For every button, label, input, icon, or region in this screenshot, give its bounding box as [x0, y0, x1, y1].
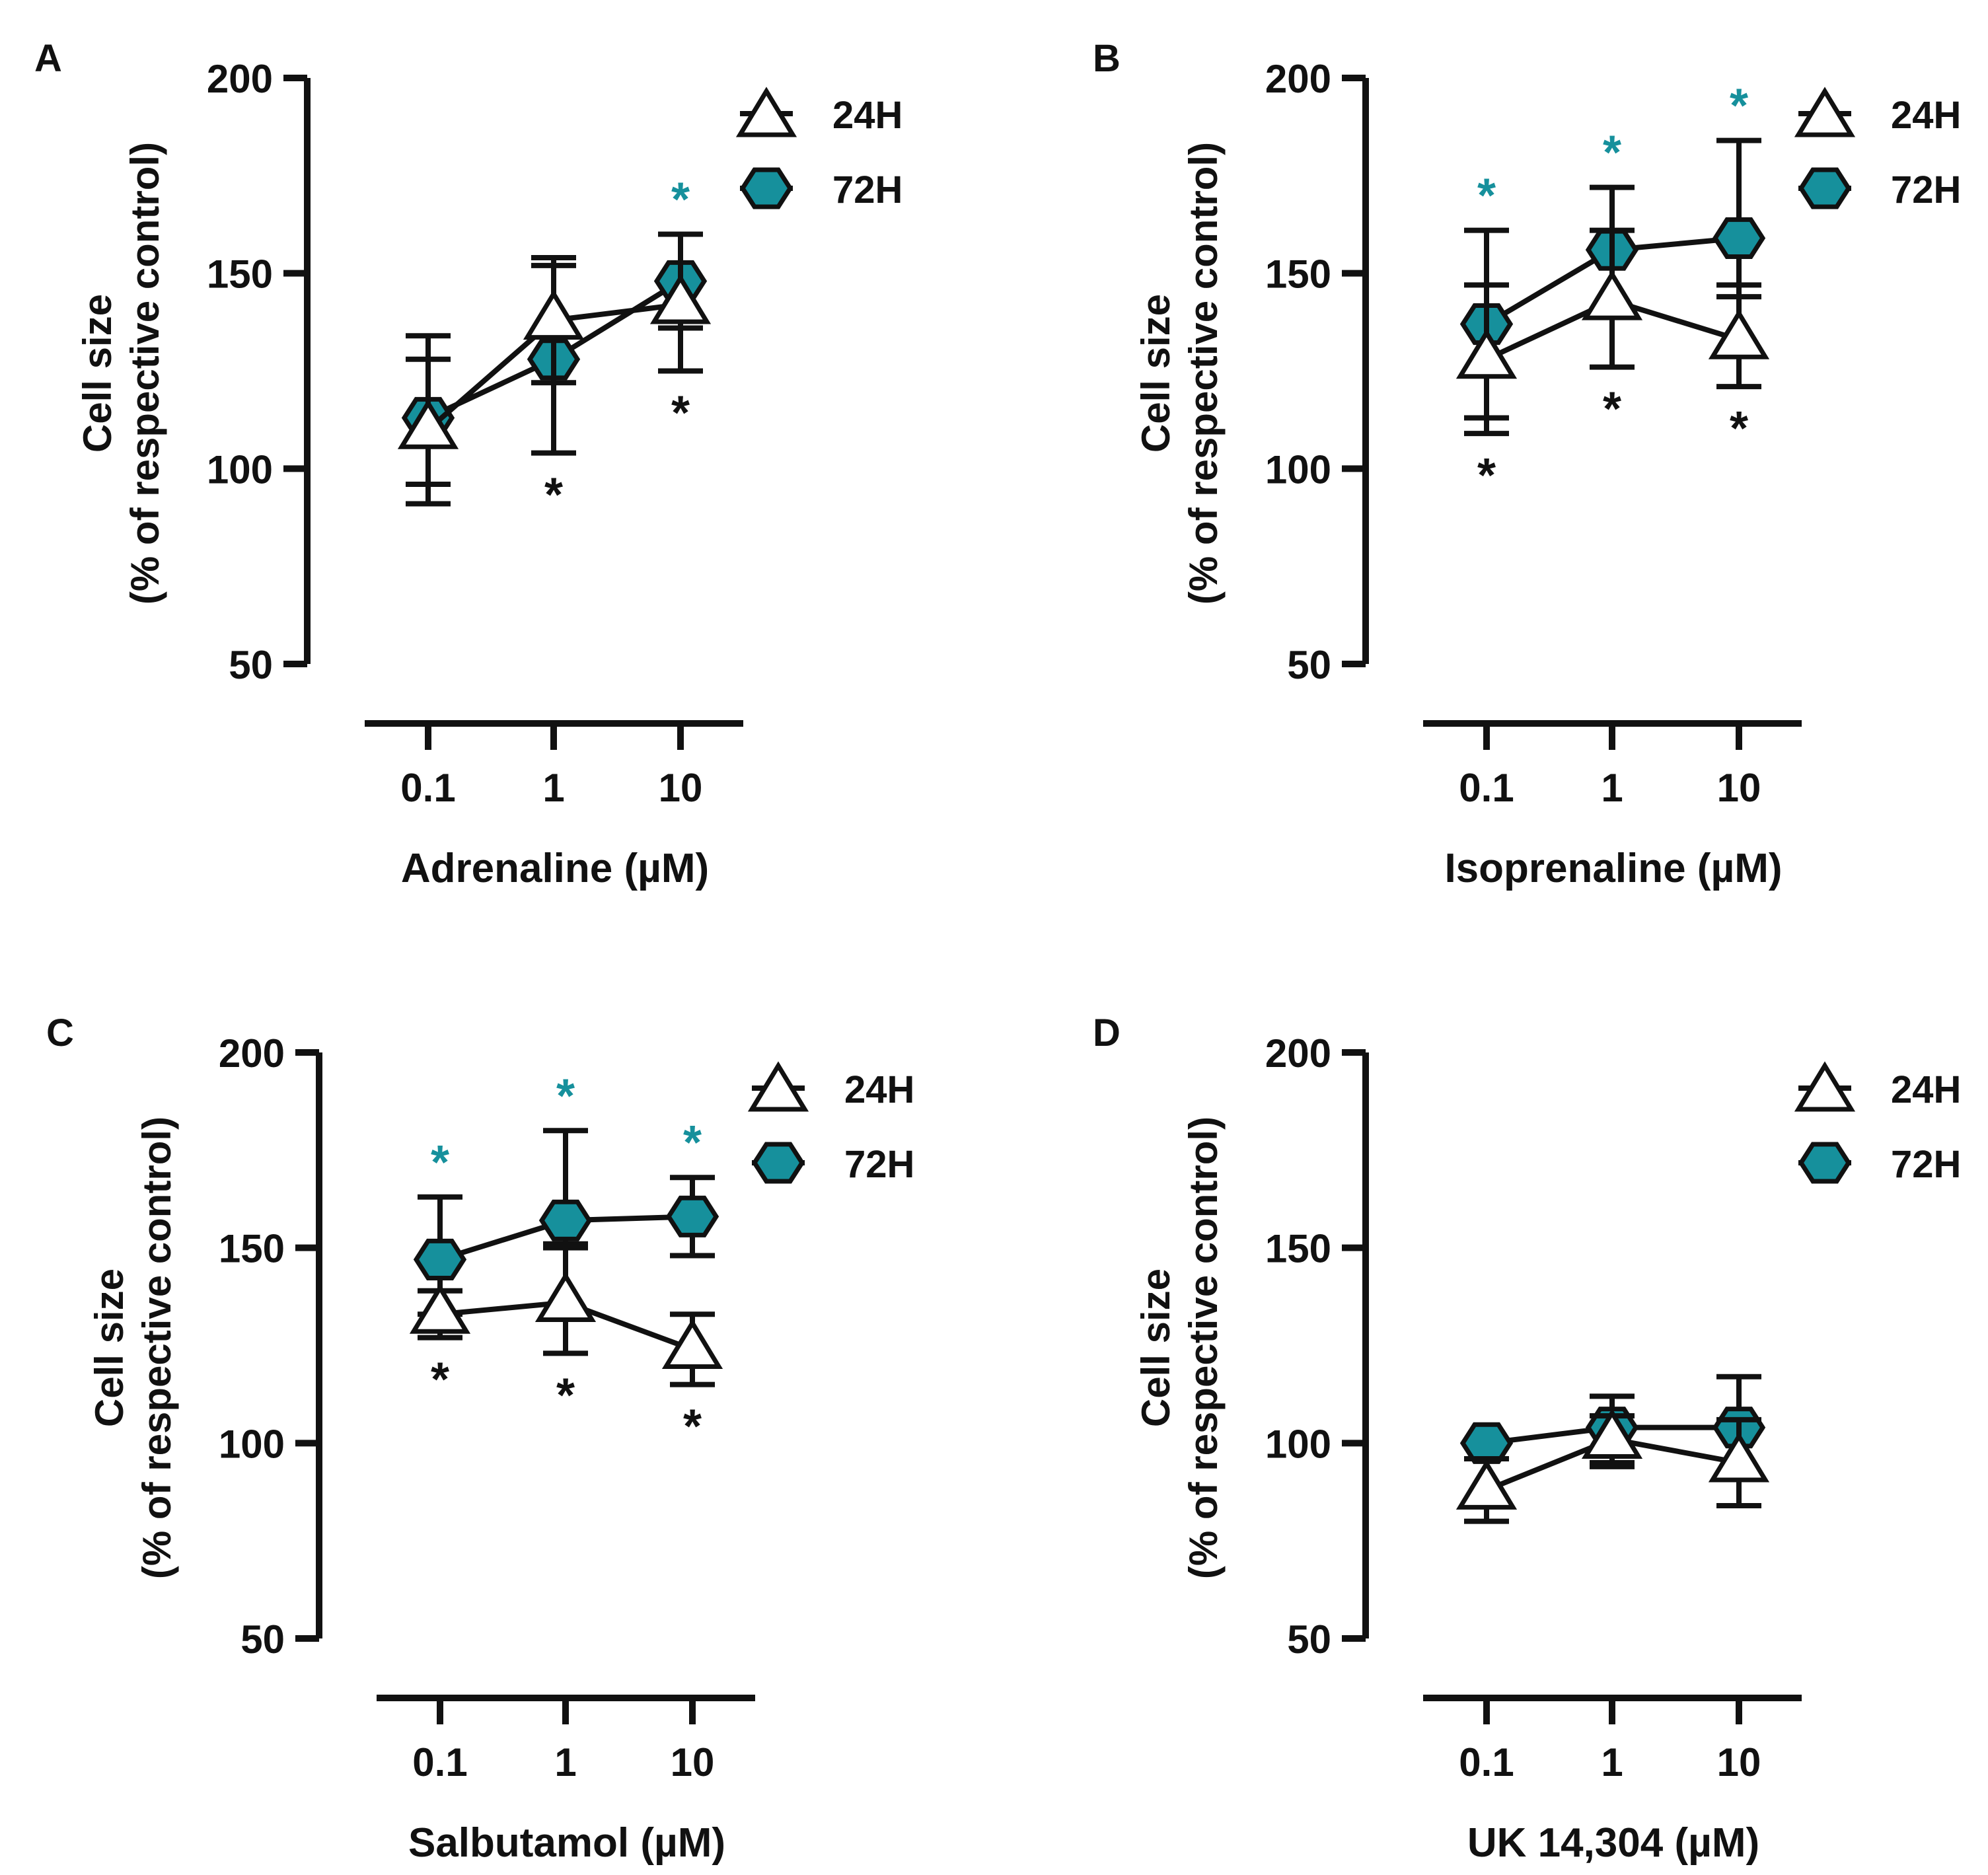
y-axis-label-line2: (% of respective control): [135, 1117, 179, 1579]
significance-star-24h: *: [556, 1369, 575, 1422]
chart-panel-b: B 50 100 150 200 Cell size (% of respective co…: [1093, 37, 1961, 891]
significance-star-72h: *: [556, 1070, 575, 1122]
y-tick-label: 200: [207, 57, 273, 101]
series-72h-point: [413, 1238, 467, 1280]
y-tick-label: 100: [1265, 447, 1331, 492]
legend-label-72h: 72H: [832, 168, 902, 211]
series-72h-point: [1712, 217, 1766, 260]
legend-label-72h: 72H: [1891, 1143, 1961, 1186]
series-24h-point: [661, 1318, 723, 1369]
y-axis-label-line1: Cell size: [1134, 1268, 1178, 1427]
y-axis-label-line2: (% of respective control): [1181, 142, 1226, 605]
legend-marker-72h: [739, 167, 793, 209]
series-24h-point: [397, 398, 459, 449]
chart-panel-d: D 50 100 150 200 Cell size (% of respective co…: [1093, 1011, 1961, 1866]
legend-marker-72h: [1798, 167, 1852, 209]
x-axis-label: Isoprenaline (µM): [1444, 846, 1782, 891]
x-tick-label: 1: [1601, 766, 1623, 810]
y-tick-label: 150: [207, 252, 273, 297]
significance-star-72h: *: [1603, 127, 1621, 180]
series-24h-point: [523, 289, 585, 340]
chart-panel-a: A 50 100 150 200 Cell size (% of respective co…: [34, 37, 902, 891]
significance-star-24h: *: [544, 469, 563, 522]
legend-marker-24h: [735, 87, 797, 137]
x-axis-label: Adrenaline (µM): [401, 846, 709, 891]
significance-star-24h: *: [1603, 383, 1621, 436]
significance-star-24h: *: [1477, 449, 1496, 502]
series-24h-point: [1708, 309, 1770, 359]
significance-star-72h: *: [671, 174, 690, 227]
legend-marker-24h: [747, 1061, 809, 1112]
x-axis-label: UK 14,304 (µM): [1467, 1820, 1759, 1866]
series-24h-point: [1581, 1408, 1643, 1459]
x-tick-label: 10: [1717, 1740, 1761, 1784]
y-tick-label: 50: [240, 1617, 285, 1662]
x-tick-label: 0.1: [412, 1740, 467, 1784]
panel-label: A: [34, 37, 62, 80]
significance-star-72h: *: [1477, 170, 1496, 223]
x-tick-label: 0.1: [1459, 1740, 1514, 1784]
series-24h-point: [649, 274, 712, 324]
y-tick-label: 50: [229, 643, 273, 687]
legend-label-72h: 72H: [844, 1143, 914, 1186]
x-tick-label: 10: [671, 1740, 715, 1784]
y-tick-label: 200: [219, 1031, 285, 1076]
y-tick-label: 200: [1265, 57, 1331, 101]
legend-marker-24h: [1794, 87, 1856, 137]
x-tick-label: 0.1: [1459, 766, 1514, 810]
legend-label-24h: 24H: [832, 94, 902, 137]
significance-star-24h: *: [683, 1401, 702, 1453]
y-axis-label-line1: Cell size: [87, 1268, 131, 1427]
y-axis-label-line2: (% of respective control): [1181, 1117, 1226, 1579]
y-tick-label: 50: [1287, 1617, 1331, 1662]
x-tick-label: 1: [542, 766, 564, 810]
significance-star-24h: *: [671, 387, 690, 440]
x-tick-label: 0.1: [400, 766, 455, 810]
y-tick-label: 150: [1265, 1227, 1331, 1271]
legend-label-24h: 24H: [844, 1068, 914, 1111]
series-24h-point: [1581, 270, 1643, 320]
series-72h-point: [665, 1195, 719, 1237]
y-tick-label: 100: [219, 1422, 285, 1466]
y-tick-label: 50: [1287, 643, 1331, 687]
panel-label: C: [46, 1011, 74, 1054]
significance-star-72h: *: [1730, 80, 1748, 133]
x-axis-label: Salbutamol (µM): [408, 1820, 725, 1866]
series-24h-point: [1708, 1432, 1770, 1483]
legend-label-24h: 24H: [1891, 94, 1961, 137]
y-tick-label: 200: [1265, 1031, 1331, 1076]
legend-marker-24h: [1794, 1061, 1856, 1112]
legend-label-24h: 24H: [1891, 1068, 1961, 1111]
x-tick-label: 10: [1717, 766, 1761, 810]
significance-star-72h: *: [431, 1136, 449, 1189]
x-tick-label: 1: [1601, 1740, 1623, 1784]
series-72h-point: [538, 1199, 593, 1241]
significance-star-24h: *: [1730, 402, 1748, 455]
y-axis-label-line2: (% of respective control): [123, 142, 167, 605]
y-axis-label-line1: Cell size: [1134, 294, 1178, 453]
series-24h-point: [409, 1283, 471, 1334]
significance-star-24h: *: [431, 1354, 449, 1407]
significance-star-72h: *: [683, 1117, 702, 1169]
y-tick-label: 100: [1265, 1422, 1331, 1466]
panel-label: B: [1093, 37, 1121, 80]
x-tick-label: 10: [659, 766, 703, 810]
y-tick-label: 100: [207, 447, 273, 492]
y-axis-label-line1: Cell size: [75, 294, 120, 453]
series-24h-point: [534, 1271, 597, 1322]
legend-marker-72h: [1798, 1142, 1852, 1184]
y-tick-label: 150: [1265, 252, 1331, 297]
series-24h-point: [1455, 1459, 1518, 1510]
series-24h-point: [1455, 328, 1518, 379]
legend-marker-72h: [751, 1142, 805, 1184]
y-tick-label: 150: [219, 1227, 285, 1271]
series-72h-point: [1459, 1422, 1514, 1464]
legend-label-72h: 72H: [1891, 168, 1961, 211]
chart-panel-c: C 50 100 150 200 Cell size (% of respective co…: [46, 1011, 914, 1866]
x-tick-label: 1: [554, 1740, 576, 1784]
panel-label: D: [1093, 1011, 1121, 1054]
